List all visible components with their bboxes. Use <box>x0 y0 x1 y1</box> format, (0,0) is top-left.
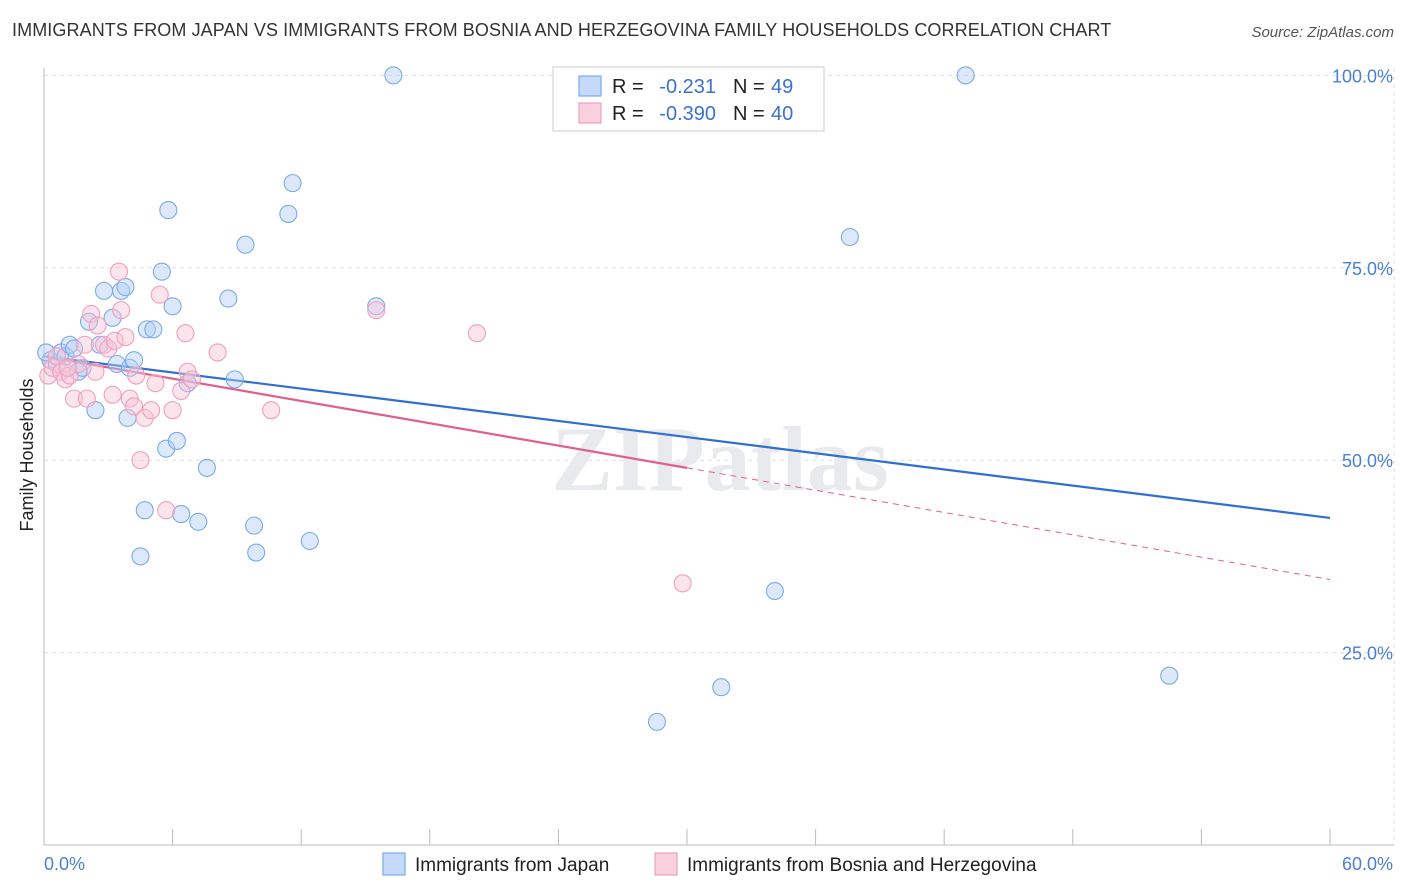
trend-line-bosnia-extension <box>686 467 1331 580</box>
point-japan <box>167 431 186 451</box>
point-japan <box>279 204 298 223</box>
point-bosnia <box>88 316 107 335</box>
series-legend: Immigrants from Japan Immigrants from Bo… <box>382 852 1037 876</box>
point-bosnia <box>103 385 122 404</box>
point-bosnia <box>43 358 62 377</box>
point-bosnia <box>77 389 96 408</box>
point-japan <box>135 501 154 520</box>
watermark: ZIPatlas <box>551 408 888 510</box>
point-japan <box>152 262 171 281</box>
series-swatch-japan <box>382 852 406 876</box>
point-bosnia <box>64 389 84 408</box>
point-bosnia <box>467 324 487 343</box>
y-tick-labels: 25.0% 50.0% 75.0% 100.0% <box>1332 66 1393 663</box>
point-japan <box>137 320 156 339</box>
trend-line-japan <box>43 355 1331 520</box>
point-japan <box>124 351 144 370</box>
point-bosnia <box>69 354 88 374</box>
source-credit: Source: ZipAtlas.com <box>1251 24 1394 41</box>
series-swatch-bosnia <box>654 852 678 876</box>
point-japan <box>647 712 667 731</box>
point-bosnia <box>109 262 129 281</box>
point-bosnia <box>182 370 201 389</box>
y-tick-label: 50.0% <box>1342 451 1393 471</box>
legend-r-label-1: R = <box>612 76 644 98</box>
point-japan <box>244 516 264 535</box>
point-japan <box>131 547 150 566</box>
point-japan <box>840 227 859 247</box>
point-japan <box>90 335 109 354</box>
stats-legend: R = -0.231 N = 49 R = -0.390 N = 40 <box>552 66 825 132</box>
x-tick-label-min: 0.0% <box>44 854 85 874</box>
x-tick-labels: 0.0% 60.0% <box>44 854 1393 874</box>
point-japan <box>116 277 135 297</box>
point-japan <box>144 320 163 339</box>
trend-line-bosnia <box>43 355 688 469</box>
y-tick-label: 100.0% <box>1332 66 1393 86</box>
data-points <box>37 66 1179 731</box>
point-bosnia <box>142 401 161 420</box>
point-bosnia <box>58 358 77 377</box>
point-japan <box>94 281 114 300</box>
point-japan <box>712 678 731 697</box>
point-japan <box>219 289 238 308</box>
point-bosnia <box>172 381 191 400</box>
legend-r-value-2: -0.390 <box>659 103 716 125</box>
y-axis-title: Family Households <box>17 378 37 531</box>
point-japan <box>1160 666 1179 685</box>
legend-r-value-1: -0.231 <box>659 76 716 98</box>
point-bosnia <box>146 374 165 393</box>
legend-n-value-2: 40 <box>771 103 793 125</box>
point-bosnia <box>367 301 386 320</box>
point-bosnia <box>673 574 692 593</box>
point-japan <box>300 531 319 551</box>
point-bosnia <box>105 331 124 350</box>
point-japan <box>225 370 244 389</box>
point-bosnia <box>116 328 135 347</box>
trend-lines <box>43 355 1331 580</box>
point-japan <box>247 543 266 562</box>
point-japan <box>236 235 255 254</box>
legend-n-label-1: N = <box>733 76 765 98</box>
point-japan <box>367 297 386 316</box>
point-bosnia <box>157 501 176 520</box>
point-bosnia <box>75 335 94 354</box>
point-japan <box>956 66 975 85</box>
point-japan <box>159 201 178 220</box>
axes <box>43 68 1394 846</box>
series-label-japan: Immigrants from Japan <box>415 855 609 876</box>
legend-n-value-1: 49 <box>771 76 793 98</box>
legend-swatch-japan <box>578 75 602 97</box>
legend-swatch-bosnia <box>578 102 602 124</box>
point-bosnia <box>176 324 195 343</box>
chart-title: IMMIGRANTS FROM JAPAN VS IMMIGRANTS FROM… <box>12 20 1112 40</box>
point-japan <box>765 581 784 601</box>
point-japan <box>172 505 191 524</box>
point-japan <box>283 174 302 193</box>
point-bosnia <box>112 301 131 320</box>
point-bosnia <box>131 451 150 470</box>
point-bosnia <box>124 397 144 416</box>
point-bosnia <box>208 343 227 362</box>
point-japan <box>37 343 56 362</box>
point-bosnia <box>86 362 105 381</box>
x-tick-label-max: 60.0% <box>1342 854 1393 874</box>
legend-r-label-2: R = <box>612 103 644 125</box>
point-bosnia <box>163 401 182 420</box>
y-tick-label: 75.0% <box>1342 259 1393 279</box>
point-bosnia <box>82 304 101 324</box>
point-bosnia <box>127 366 146 385</box>
point-japan <box>163 297 182 316</box>
y-tick-label: 25.0% <box>1342 644 1393 664</box>
point-japan <box>189 512 208 531</box>
legend-n-label-2: N = <box>733 103 765 125</box>
point-bosnia <box>150 285 169 304</box>
point-bosnia <box>262 401 281 420</box>
point-japan <box>384 66 403 85</box>
series-label-bosnia: Immigrants from Bosnia and Herzegovina <box>687 855 1037 876</box>
point-japan <box>197 458 216 477</box>
